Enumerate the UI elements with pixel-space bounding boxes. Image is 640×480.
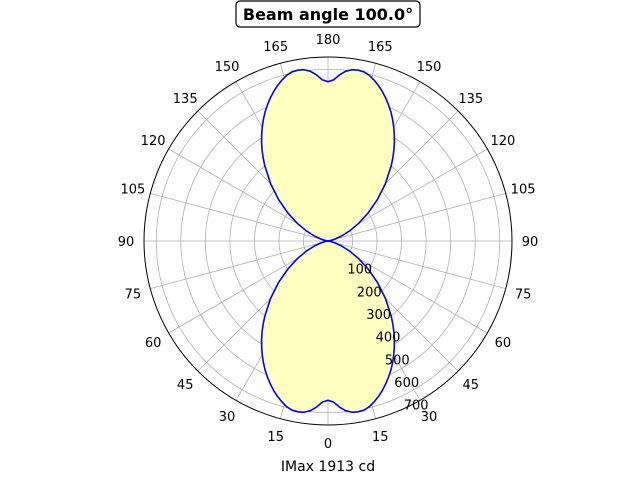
intensity-fill-layer	[261, 69, 395, 413]
chart-title-box	[235, 0, 421, 28]
angle-tick-label: 105	[511, 183, 536, 198]
angle-tick-label: 60	[495, 336, 512, 351]
chart-title-text: Beam angle 100.0°	[243, 5, 413, 24]
angle-tick-label: 165	[263, 40, 288, 55]
radial-tick-labels: 100 200 300 400 500 600 700	[347, 263, 428, 414]
angle-tick-label: 135	[173, 92, 198, 107]
angle-tick-label: 135	[458, 92, 483, 107]
angle-tick-label: 45	[463, 378, 480, 393]
angle-tick-label: 30	[421, 410, 438, 425]
angle-grid-spoke	[327, 240, 506, 290]
x-axis-label: IMax 1913 cd	[281, 459, 375, 475]
angle-grid-spoke	[150, 192, 329, 242]
angle-tick-label: 105	[120, 183, 145, 198]
radial-tick-label: 700	[404, 399, 429, 414]
radial-tick-label: 100	[347, 263, 372, 278]
angle-tick-label: 75	[125, 287, 142, 302]
angle-tick-label: 120	[490, 134, 515, 149]
angle-tick-label: 120	[141, 134, 166, 149]
angle-tick-label: 165	[368, 40, 393, 55]
lower-lobe-curve	[260, 240, 396, 414]
radial-tick-label: 200	[357, 285, 382, 300]
angle-tick-label: 45	[177, 378, 194, 393]
radial-tick-label: 500	[385, 353, 410, 368]
angle-tick-label: 150	[215, 60, 240, 75]
angle-tick-label: 30	[219, 410, 236, 425]
angle-tick-label: 180	[316, 33, 341, 48]
angle-tick-label: 15	[267, 430, 284, 445]
intensity-curve-layer	[260, 68, 396, 414]
angle-grid-spoke	[150, 240, 329, 290]
angle-tick-label: 150	[417, 60, 442, 75]
upper-lobe-curve	[260, 68, 396, 242]
radial-tick-label: 600	[394, 376, 419, 391]
angle-tick-label: 90	[522, 235, 539, 250]
angle-tick-label: 0	[324, 437, 332, 452]
upper-lobe-fill	[261, 69, 395, 241]
angle-tick-label: 15	[372, 430, 389, 445]
angle-tick-labels: 0 15 30 45 60 75 90 105 120 135 150 165 180 165 150 135…	[118, 33, 539, 452]
lower-lobe-fill	[261, 241, 395, 413]
angle-tick-label: 90	[118, 235, 135, 250]
radial-tick-label: 300	[366, 308, 391, 323]
angle-tick-label: 60	[145, 336, 162, 351]
angle-tick-label: 75	[515, 287, 532, 302]
radial-tick-label: 400	[376, 331, 401, 346]
angle-grid-spoke	[327, 192, 506, 242]
chart-title: Beam angle 100.0°	[235, 0, 421, 28]
polar-frame	[143, 56, 513, 426]
